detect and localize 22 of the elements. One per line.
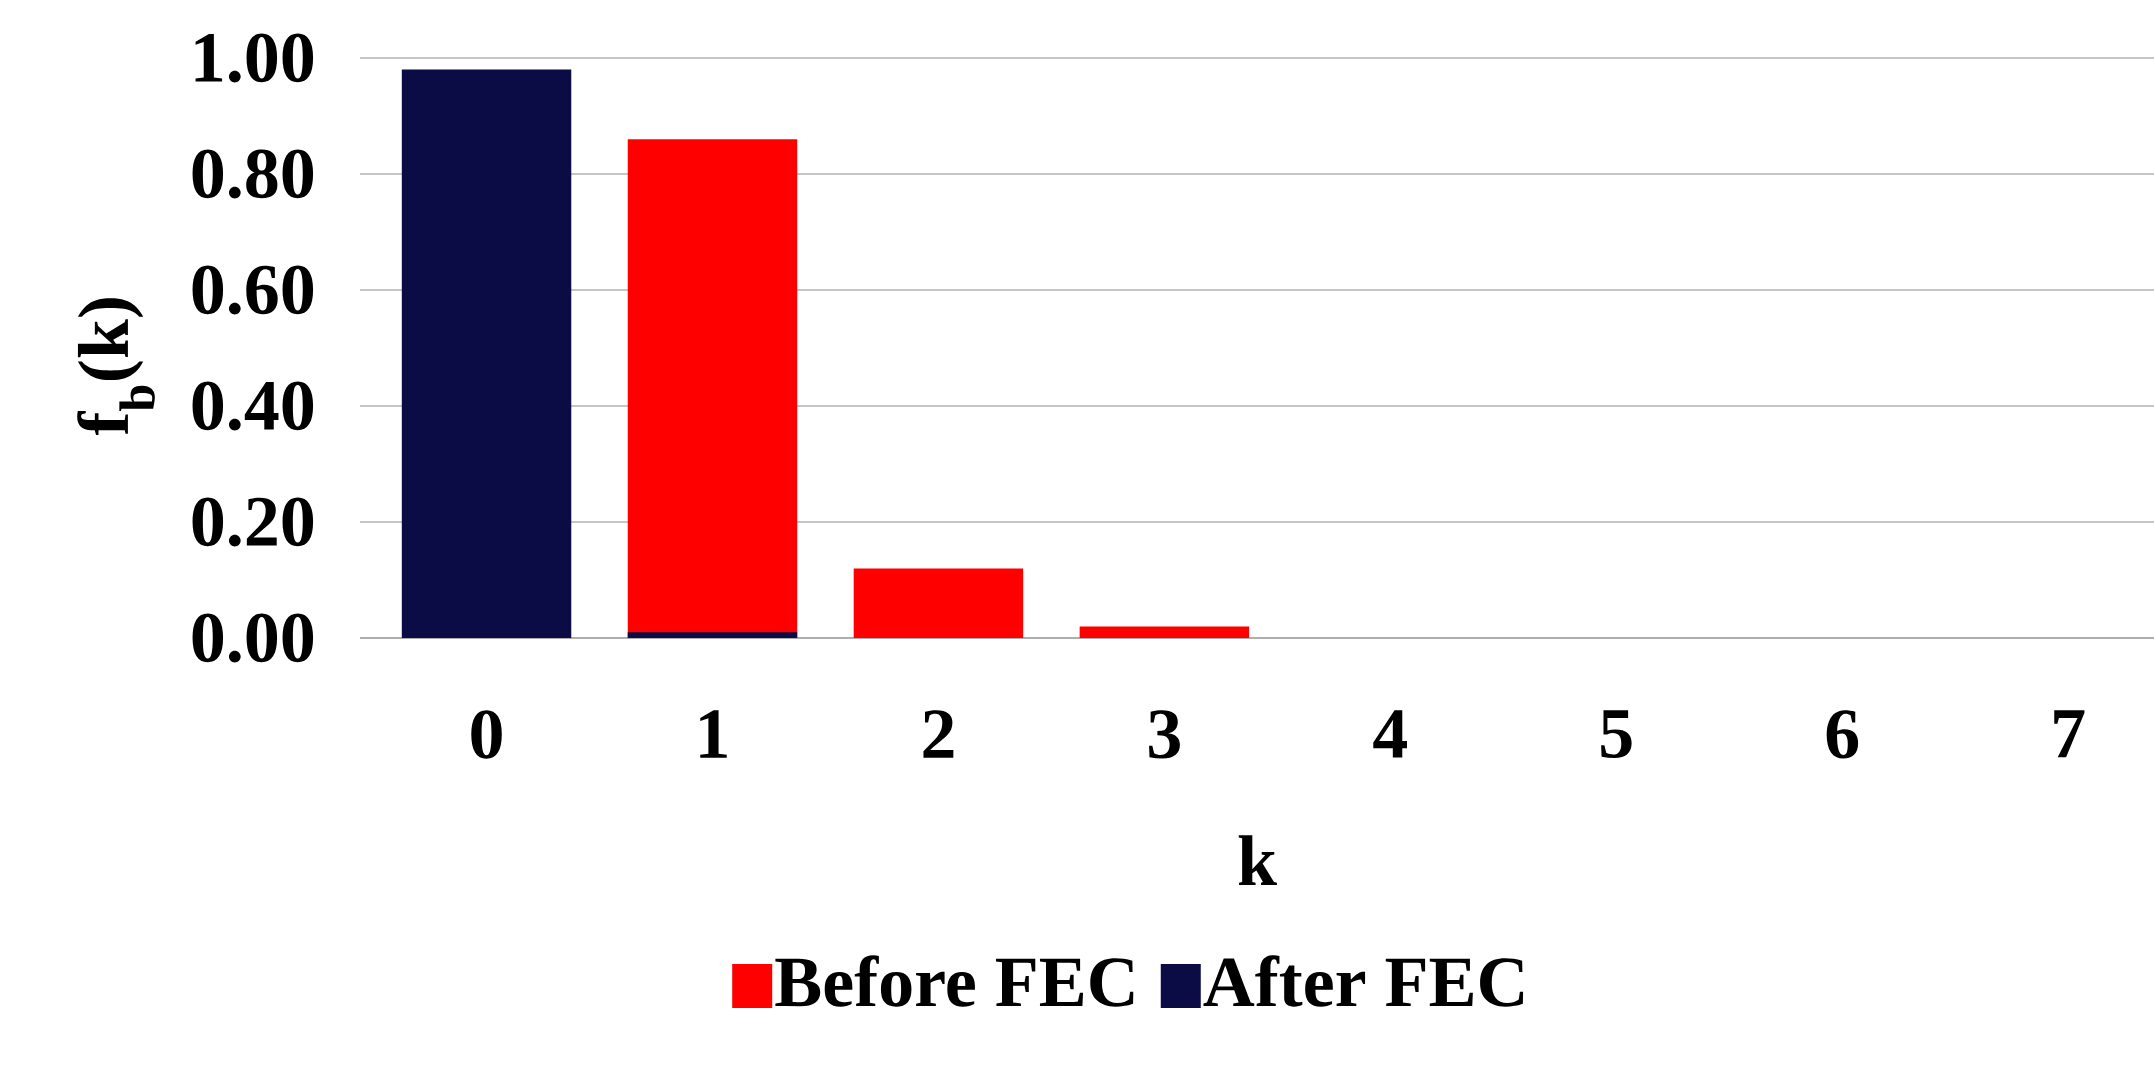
y-tick-label: 0.40 (192, 381, 314, 431)
y-axis-title: f$_{b}$(k) (77, 298, 155, 436)
x-axis-title: k (1238, 835, 1277, 886)
bar (627, 632, 798, 638)
x-tick-label: 5 (1601, 710, 1632, 759)
legend-label: After FEC (1203, 955, 1524, 1007)
x-tick-label: 3 (1149, 710, 1180, 759)
x-tick-label: 7 (2054, 710, 2085, 758)
x-tick-label: 0 (471, 710, 502, 759)
bar (853, 568, 1024, 638)
x-tick-label: 1 (700, 710, 727, 758)
y-tick-label: 0.80 (192, 149, 314, 199)
y-tick-label: 0.20 (192, 497, 314, 547)
y-tick-label: 0.00 (192, 613, 314, 663)
y-tick-label: 1.00 (195, 33, 314, 83)
y-tick-label: 0.60 (192, 265, 314, 315)
x-tick-label: 6 (1826, 710, 1859, 759)
legend-label: Before FEC (775, 955, 1134, 1007)
x-tick-label: 4 (1373, 710, 1407, 758)
bar (401, 69, 572, 638)
bar (1079, 626, 1250, 638)
x-tick-label: 2 (923, 710, 954, 758)
